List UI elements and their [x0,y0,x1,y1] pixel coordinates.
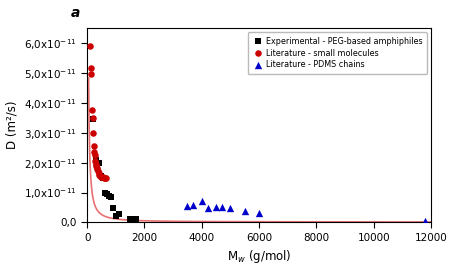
Literature - small molecules [87,72,95,76]
Literature - small molecules [89,115,96,120]
Experimental - PEG-based amphiphiles [115,212,122,216]
Literature - small molecules [87,66,94,70]
Literature - small molecules [93,164,100,168]
Experimental - PEG-based amphiphiles [100,175,107,180]
Experimental - PEG-based amphiphiles [105,193,112,198]
Literature - PDMS chains [198,199,205,203]
Literature - small molecules [96,172,103,177]
Experimental - PEG-based amphiphiles [112,214,120,218]
Experimental - PEG-based amphiphiles [132,217,140,221]
Legend: Experimental - PEG-based amphiphiles, Literature - small molecules, Literature -: Experimental - PEG-based amphiphiles, Li… [248,32,427,74]
Literature - small molecules [90,131,97,135]
Literature - small molecules [94,167,101,171]
Literature - PDMS chains [204,206,211,210]
Y-axis label: D (m²/s): D (m²/s) [5,101,19,149]
Literature - PDMS chains [227,206,234,210]
Literature - small molecules [94,169,101,173]
Literature - small molecules [95,171,102,175]
Literature - small molecules [97,175,105,179]
Literature - PDMS chains [422,218,429,223]
Literature - small molecules [101,175,108,180]
Experimental - PEG-based amphiphiles [126,217,134,221]
X-axis label: M$_w$ (g/mol): M$_w$ (g/mol) [227,249,291,265]
Literature - PDMS chains [255,211,263,215]
Literature - small molecules [98,175,106,179]
Experimental - PEG-based amphiphiles [107,195,114,199]
Experimental - PEG-based amphiphiles [92,157,99,162]
Experimental - PEG-based amphiphiles [89,117,96,121]
Literature - small molecules [92,162,100,166]
Experimental - PEG-based amphiphiles [109,205,116,210]
Literature - small molecules [91,153,98,157]
Experimental - PEG-based amphiphiles [98,174,105,178]
Experimental - PEG-based amphiphiles [101,190,109,195]
Literature - small molecules [103,175,110,180]
Literature - small molecules [90,144,97,148]
Literature - PDMS chains [218,205,226,209]
Literature - small molecules [93,166,101,170]
Literature - PDMS chains [184,204,191,208]
Literature - PDMS chains [212,205,220,209]
Text: a: a [71,6,80,20]
Literature - small molecules [97,174,104,178]
Literature - small molecules [91,150,98,154]
Literature - small molecules [88,108,96,112]
Literature - PDMS chains [189,202,197,207]
Literature - PDMS chains [241,209,248,213]
Experimental - PEG-based amphiphiles [103,192,110,196]
Literature - small molecules [92,159,99,163]
Experimental - PEG-based amphiphiles [95,160,102,165]
Literature - small molecules [86,44,93,48]
Literature - small molecules [100,175,107,179]
Literature - small molecules [101,175,109,180]
